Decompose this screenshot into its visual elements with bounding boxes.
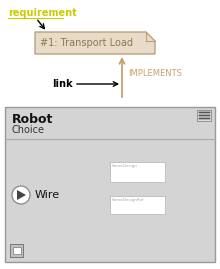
Bar [197,110,211,121]
Text: requirement: requirement [8,8,77,18]
Circle shape [12,186,30,204]
Bar [110,196,165,214]
Text: link: link [52,79,73,89]
Bar [5,107,215,262]
Bar [10,244,23,257]
Text: IMPLEMENTS: IMPLEMENTS [128,69,182,77]
Text: Robot: Robot [12,113,53,126]
Text: #1: Transport Load: #1: Transport Load [40,38,133,48]
Text: SomeDesign: SomeDesign [112,164,138,168]
Bar [13,247,21,254]
Text: Wire: Wire [35,190,60,200]
Bar [110,162,165,182]
Polygon shape [35,32,155,54]
Text: Choice: Choice [12,125,45,135]
Text: SomeDesignRef: SomeDesignRef [112,198,145,202]
Polygon shape [17,190,26,200]
